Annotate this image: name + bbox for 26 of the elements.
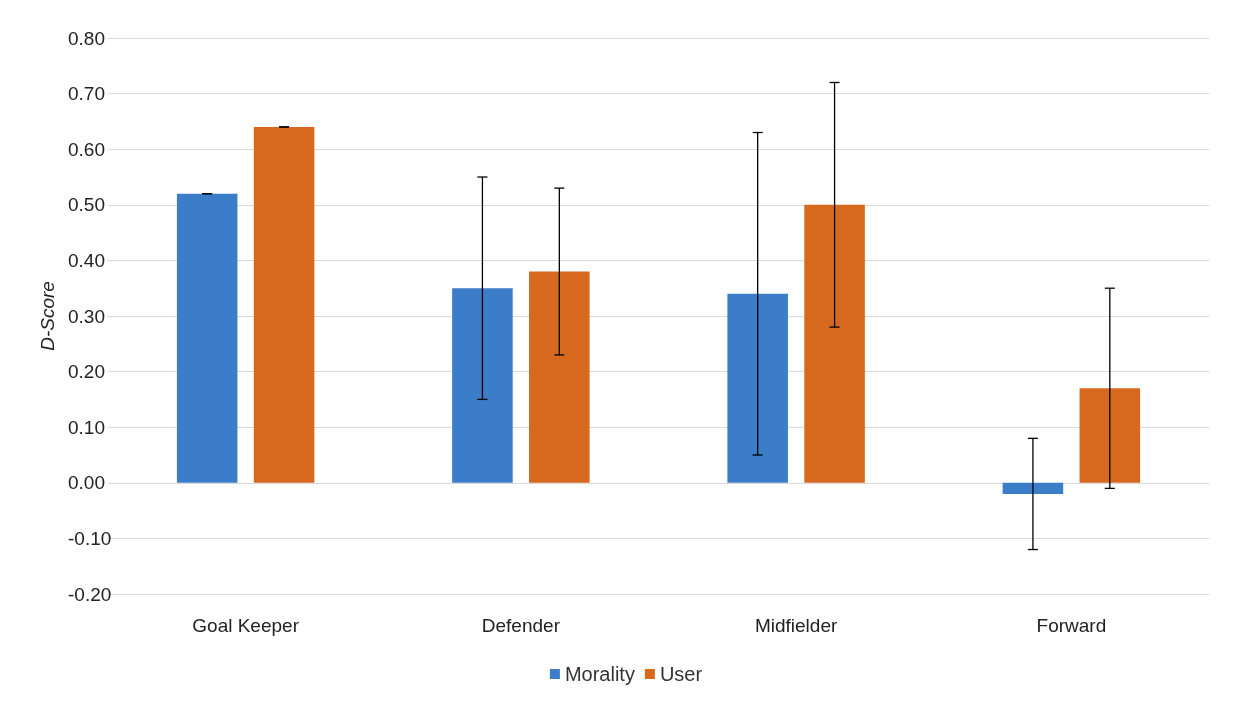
- bar: [529, 271, 590, 483]
- x-tick-label: Defender: [481, 615, 561, 636]
- legend-label: Morality: [564, 663, 635, 685]
- x-tick-label: Midfielder: [754, 615, 838, 636]
- bar: [727, 293, 788, 483]
- y-axis-title: D-Score: [37, 281, 59, 351]
- y-tick-label: 0.50: [68, 194, 105, 216]
- bar: [1002, 482, 1064, 494]
- bar: [253, 126, 315, 483]
- y-tick-label: -0.10: [68, 527, 112, 549]
- y-tick-label: 0.60: [68, 138, 105, 160]
- y-tick-label: 0.20: [68, 361, 105, 383]
- bar: [1079, 388, 1141, 483]
- y-tick-label: 0.80: [68, 27, 105, 49]
- bar: [452, 288, 513, 483]
- y-tick-label: 0.00: [68, 472, 105, 494]
- legend-label: User: [659, 663, 703, 685]
- y-tick-label: 0.10: [68, 416, 105, 438]
- bar: [804, 204, 865, 483]
- y-tick-label: 0.30: [68, 305, 105, 327]
- y-tick-label: 0.40: [68, 249, 105, 271]
- y-tick-label: 0.70: [68, 83, 105, 105]
- x-tick-label: Goal Keeper: [192, 615, 300, 636]
- bar: [176, 193, 238, 483]
- y-tick-label: -0.20: [68, 583, 112, 605]
- x-tick-label: Forward: [1036, 615, 1107, 636]
